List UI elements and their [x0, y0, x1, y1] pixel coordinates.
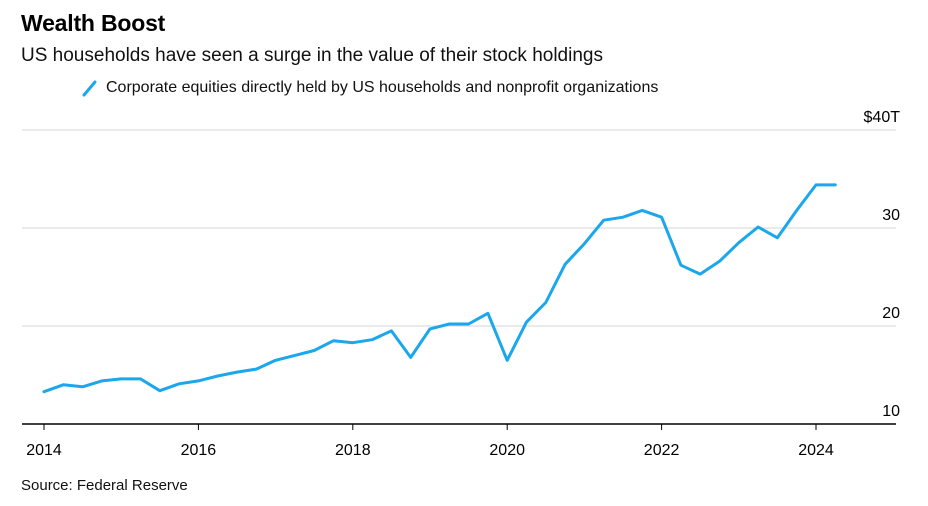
x-tick-label-2024: 2024 — [798, 442, 834, 459]
x-tick-label-2014: 2014 — [26, 442, 62, 459]
legend-swatch-icon — [82, 80, 97, 97]
x-tick-label-2018: 2018 — [335, 442, 371, 459]
legend-entry-label: Corporate equities directly held by US h… — [106, 79, 659, 96]
y-tick-label-30: 30 — [882, 207, 900, 224]
chart-subtitle: US households have seen a surge in the v… — [21, 45, 603, 66]
y-tick-label-20: 20 — [882, 305, 900, 322]
legend: Corporate equities directly held by US h… — [80, 78, 658, 98]
x-tick-label-2020: 2020 — [489, 442, 525, 459]
x-tick-label-2022: 2022 — [644, 442, 680, 459]
y-tick-label-10: 10 — [882, 403, 900, 420]
series-line-0 — [42, 183, 837, 394]
source-note: Source: Federal Reserve — [21, 477, 188, 494]
x-tick-label-2016: 2016 — [181, 442, 217, 459]
chart-title: Wealth Boost — [21, 10, 166, 36]
y-tick-label-40: $40T — [864, 109, 901, 126]
